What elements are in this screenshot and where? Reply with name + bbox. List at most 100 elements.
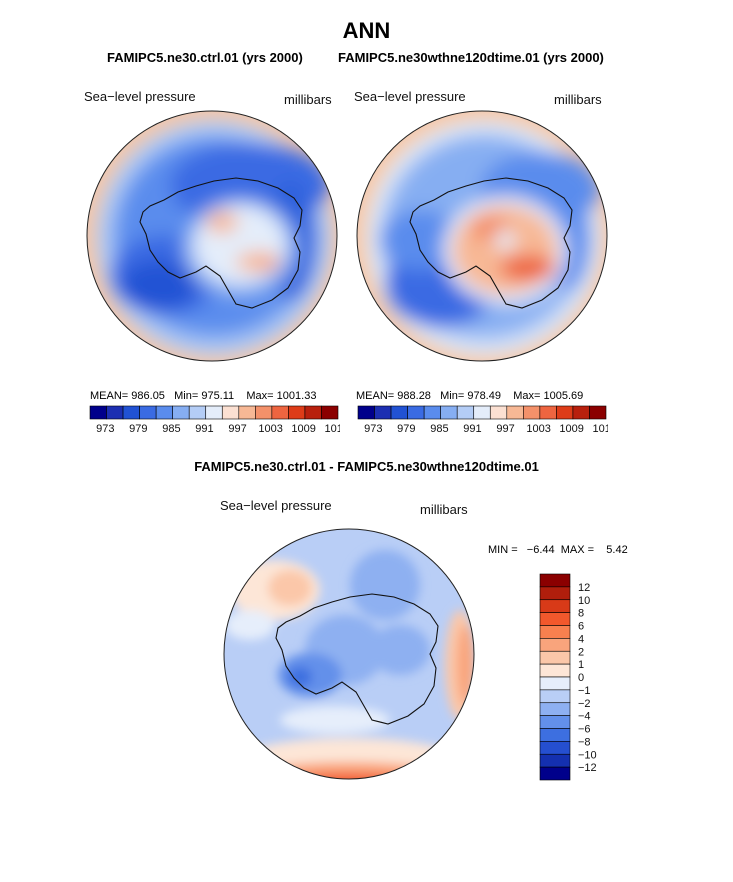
- right-colorbar-swatch: [489, 405, 508, 420]
- right-colorbar-tick-label: 973: [364, 423, 382, 435]
- right-colorbar-swatch: [407, 405, 425, 420]
- left-colorbar-tick-label: 1015: [324, 423, 340, 435]
- left-colorbar-swatch: [288, 405, 306, 420]
- left-colorbar-swatch: [238, 405, 256, 420]
- left-colorbar-swatch: [139, 405, 157, 420]
- difference-colorbar-swatch: [539, 741, 571, 755]
- left-colorbar-swatch: [321, 405, 339, 420]
- difference-map: [224, 529, 474, 779]
- right-colorbar-swatch: [572, 405, 590, 420]
- difference-colorbar-tick-label: −6: [578, 724, 591, 736]
- difference-units-label: millibars: [420, 502, 468, 517]
- left-colorbar-swatch: [205, 405, 223, 420]
- difference-colorbar-swatch: [539, 715, 571, 729]
- difference-colorbar-tick-label: −10: [578, 749, 597, 761]
- left-colorbar-swatch: [188, 405, 207, 420]
- difference-colorbar-swatch: [539, 586, 571, 601]
- left-colorbar-swatch: [255, 405, 273, 420]
- right-colorbar-swatch: [374, 405, 392, 420]
- difference-colorbar-swatch: [539, 638, 571, 652]
- right-colorbar-swatch: [589, 405, 607, 420]
- difference-colorbar-swatch: [539, 753, 571, 768]
- right-colorbar-swatch: [357, 405, 375, 420]
- left-colorbar: 973 979 985 991 997 1003 1009 1015: [89, 405, 340, 435]
- left-map-coastline: [139, 177, 303, 309]
- difference-colorbar-tick-label: −2: [578, 698, 591, 710]
- right-colorbar-swatch: [556, 405, 574, 420]
- right-colorbar-tick-label: 1015: [592, 423, 608, 435]
- right-units-label: millibars: [554, 92, 602, 107]
- difference-colorbar-tick-label: 2: [578, 646, 584, 658]
- left-colorbar-tick-label: 1003: [258, 423, 282, 435]
- left-colorbar-swatch: [122, 405, 140, 420]
- difference-colorbar-tick-label: 0: [578, 672, 584, 684]
- difference-colorbar-tick-label: 1: [578, 659, 584, 671]
- left-colorbar-swatch: [89, 405, 107, 420]
- difference-colorbar-tick-label: −1: [578, 685, 591, 697]
- left-colorbar-tick-label: 979: [129, 423, 147, 435]
- difference-colorbar-swatch: [539, 728, 571, 742]
- right-map: [357, 111, 607, 361]
- right-colorbar-tick-label: 1009: [559, 423, 583, 435]
- difference-colorbar-swatch: [539, 689, 571, 704]
- difference-colorbar-swatch: [539, 625, 571, 639]
- difference-colorbar-swatch: [539, 663, 571, 678]
- left-variable-label: Sea−level pressure: [84, 89, 196, 104]
- left-colorbar-tick-label: 985: [162, 423, 180, 435]
- difference-colorbar-tick-label: −12: [578, 762, 597, 774]
- left-map: [87, 111, 337, 361]
- right-colorbar-swatch: [523, 405, 541, 420]
- left-colorbar-tick-label: 1009: [291, 423, 315, 435]
- right-colorbar-swatch: [506, 405, 524, 420]
- figure-title: ANN: [342, 18, 391, 43]
- left-colorbar-swatch: [304, 405, 322, 420]
- difference-colorbar-tick-label: −4: [578, 711, 591, 723]
- difference-colorbar-tick-label: 6: [578, 621, 584, 633]
- difference-colorbar-swatch: [539, 702, 571, 716]
- right-variable-label: Sea−level pressure: [354, 89, 466, 104]
- right-colorbar-tick-label: 991: [463, 423, 481, 435]
- right-colorbar-swatch: [473, 405, 491, 420]
- right-colorbar: 973 979 985 991 997 1003 1009 1015: [357, 405, 608, 435]
- difference-colorbar-tick-label: 8: [578, 608, 584, 620]
- difference-colorbar-swatch: [539, 650, 571, 665]
- right-colorbar-tick-label: 985: [430, 423, 448, 435]
- left-colorbar-tick-label: 973: [96, 423, 114, 435]
- difference-colorbar-swatch: [539, 676, 571, 691]
- left-panel-title: FAMIPC5.ne30.ctrl.01 (yrs 2000): [107, 50, 303, 65]
- left-colorbar-tick-label: 997: [228, 423, 246, 435]
- left-colorbar-swatch: [271, 405, 289, 420]
- difference-colorbar-swatch: [539, 766, 571, 781]
- right-colorbar-swatch: [423, 405, 441, 420]
- difference-colorbar-tick-label: 12: [578, 582, 590, 594]
- left-colorbar-swatch: [221, 405, 240, 420]
- left-colorbar-tick-label: 991: [195, 423, 213, 435]
- right-stats: MEAN= 988.28 Min= 978.49 Max= 1005.69: [356, 390, 584, 402]
- left-colorbar-swatch: [172, 405, 190, 420]
- difference-colorbar-tick-label: 10: [578, 595, 590, 607]
- left-units-label: millibars: [284, 92, 332, 107]
- difference-colorbar-tick-label: −8: [578, 736, 591, 748]
- right-colorbar-tick-label: 1003: [526, 423, 550, 435]
- right-colorbar-tick-label: 997: [496, 423, 514, 435]
- difference-variable-label: Sea−level pressure: [220, 498, 332, 513]
- left-stats: MEAN= 986.05 Min= 975.11 Max= 1001.33: [90, 390, 317, 402]
- left-colorbar-swatch: [106, 405, 124, 420]
- left-colorbar-swatch: [155, 405, 173, 420]
- difference-colorbar-swatch: [539, 612, 571, 626]
- difference-minmax: MIN = −6.44 MAX = 5.42: [488, 544, 628, 556]
- difference-title: FAMIPC5.ne30.ctrl.01 - FAMIPC5.ne30wthne…: [194, 459, 539, 474]
- difference-colorbar-tick-label: 4: [578, 633, 584, 645]
- right-colorbar-swatch: [440, 405, 458, 420]
- right-colorbar-tick-label: 979: [397, 423, 415, 435]
- difference-map-coastline: [275, 593, 439, 725]
- right-panel-title: FAMIPC5.ne30wthne120dtime.01 (yrs 2000): [338, 50, 604, 65]
- right-colorbar-swatch: [390, 405, 408, 420]
- difference-colorbar-swatch: [539, 573, 571, 588]
- right-colorbar-swatch: [456, 405, 475, 420]
- right-map-coastline: [409, 177, 573, 309]
- difference-colorbar-swatch: [539, 599, 571, 613]
- right-colorbar-swatch: [539, 405, 557, 420]
